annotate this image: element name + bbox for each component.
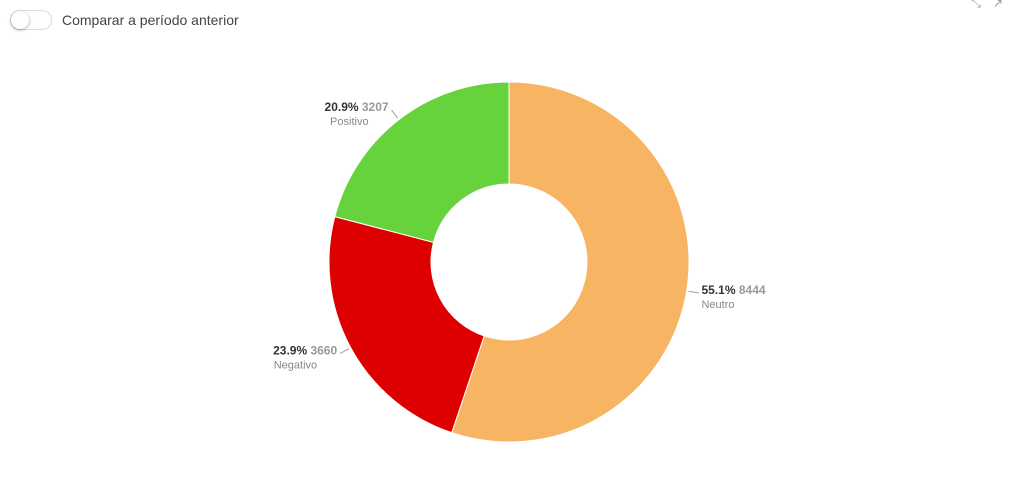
percent-label: 20.9% (325, 100, 362, 114)
slice-negativo[interactable] (328, 216, 485, 434)
compare-toggle[interactable] (10, 10, 52, 30)
percent-label: 55.1% (701, 283, 738, 297)
percent-label: 23.9% (273, 343, 310, 357)
connector-line (339, 348, 350, 354)
expand-icon[interactable]: ⤡ (971, 0, 981, 10)
data-label: 55.1% 8444 (701, 283, 765, 297)
data-label: 20.9% 3207 (325, 100, 389, 114)
slice-positivo[interactable] (334, 81, 510, 243)
slice-neutro[interactable] (451, 81, 690, 443)
chart-toolbar: ⤡ ↗ (971, 0, 1003, 11)
value-label: 3207 (362, 100, 389, 114)
toggle-knob (11, 11, 29, 29)
connector-line (688, 290, 699, 294)
value-label: 8444 (739, 283, 766, 297)
data-label: 23.9% 3660 (273, 343, 337, 357)
connector-line (391, 109, 399, 119)
popout-icon[interactable]: ↗ (992, 0, 1003, 10)
compare-label: Comparar a período anterior (62, 12, 239, 28)
category-label: Positivo (330, 116, 369, 128)
compare-toggle-group: Comparar a período anterior (10, 10, 239, 30)
category-label: Negativo (274, 359, 317, 371)
value-label: 3660 (310, 343, 337, 357)
category-label: Neutro (701, 299, 734, 311)
